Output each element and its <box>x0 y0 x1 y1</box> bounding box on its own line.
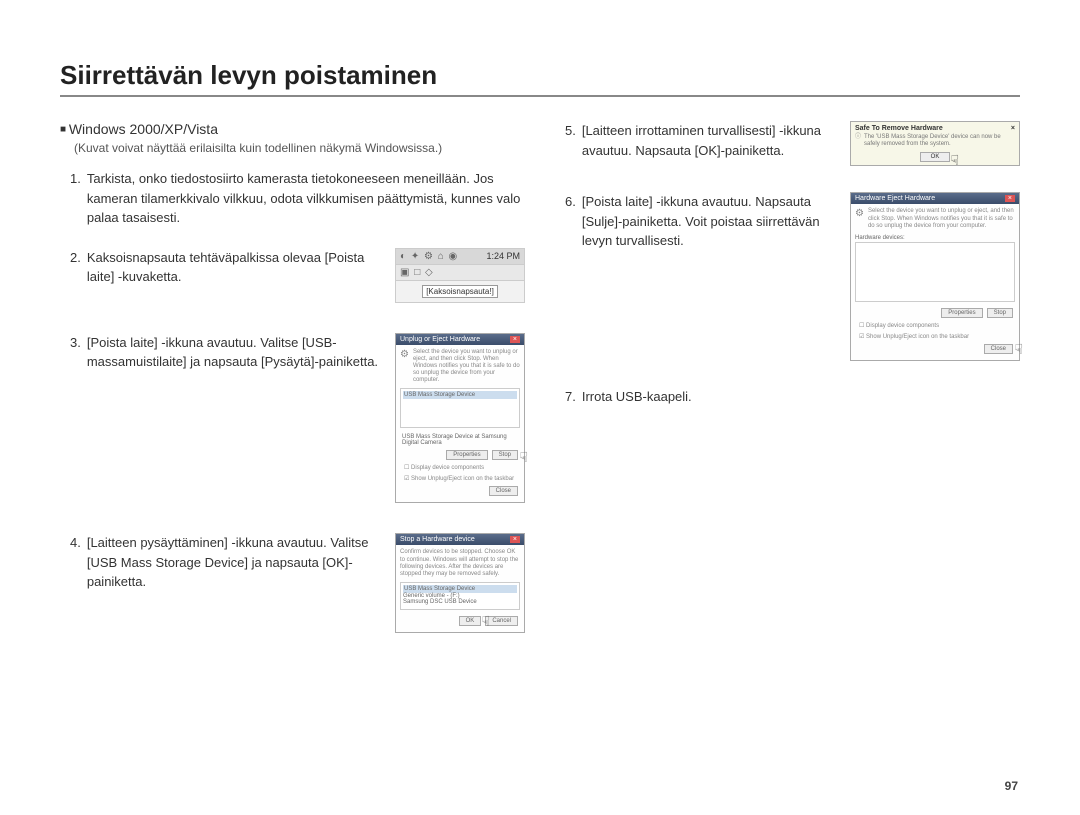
step-3-num: 3. <box>70 333 81 372</box>
step-2-figure: ◐ ✦ ⚙ ⌂ ◉ 1:24 PM ▣ □ ◇ [Kaksoisnapsauta… <box>395 248 525 303</box>
step-3-text: [Poista laite] -ikkuna avautuu. Valitse … <box>87 333 383 372</box>
safe-remove-balloon: Safe To Remove Hardware × ⓘThe 'USB Mass … <box>850 121 1020 166</box>
close-button[interactable]: Close <box>984 344 1013 354</box>
properties-button[interactable]: Properties <box>446 450 487 460</box>
step-1-text: Tarkista, onko tiedostosiirto kamerasta … <box>87 169 525 228</box>
device-list[interactable] <box>855 242 1015 302</box>
balloon-title: Safe To Remove Hardware <box>855 125 943 132</box>
page-number: 97 <box>1005 779 1018 793</box>
step-3: 3. [Poista laite] -ikkuna avautuu. Valit… <box>70 333 383 372</box>
close-icon[interactable]: × <box>1011 125 1015 132</box>
step-5-text: [Laitteen irrottaminen turvallisesti] -i… <box>582 121 838 160</box>
stop-button[interactable]: Stop <box>987 308 1013 318</box>
left-column: Windows 2000/XP/Vista (Kuvat voivat näyt… <box>60 121 525 659</box>
list-item[interactable]: USB Mass Storage Device <box>403 391 517 399</box>
step-7-text: Irrota USB-kaapeli. <box>582 387 1020 407</box>
cursor-icon: ☟ <box>481 613 490 630</box>
ok-button[interactable]: OK <box>920 152 951 162</box>
step-3-figure: Unplug or Eject Hardware × ⚙Select the de… <box>395 333 525 504</box>
stop-dialog: Stop a Hardware device × Confirm devices … <box>395 533 525 633</box>
cancel-button[interactable]: Cancel <box>485 616 518 626</box>
step-5-figure: Safe To Remove Hardware × ⓘThe 'USB Mass … <box>850 121 1020 166</box>
checkbox-1[interactable]: ☐ Display device components <box>400 462 520 473</box>
close-icon[interactable]: × <box>510 336 520 343</box>
content-columns: Windows 2000/XP/Vista (Kuvat voivat näyt… <box>60 121 1020 659</box>
cursor-icon: ☟ <box>1014 341 1023 358</box>
page-title: Siirrettävän levyn poistaminen <box>60 60 1020 97</box>
eject-dialog: Hardware Eject Hardware × ⚙Select the dev… <box>850 192 1020 361</box>
step-5-num: 5. <box>565 121 576 160</box>
system-tray: ◐ ✦ ⚙ ⌂ ◉ 1:24 PM ▣ □ ◇ [Kaksoisnapsauta… <box>395 248 525 303</box>
step-7: 7. Irrota USB-kaapeli. <box>565 387 1020 407</box>
ok-button[interactable]: OK <box>459 616 482 626</box>
device-icon: ⚙ <box>855 208 864 230</box>
dialog-title: Unplug or Eject Hardware <box>400 336 480 343</box>
stop-button[interactable]: Stop <box>492 450 518 460</box>
checkbox-1[interactable]: ☐ Display device components <box>855 320 1015 331</box>
step-1: 1. Tarkista, onko tiedostosiirto kameras… <box>70 169 525 228</box>
device-list[interactable]: USB Mass Storage Device Generic volume -… <box>400 582 520 610</box>
step-4-figure: Stop a Hardware device × Confirm devices … <box>395 533 525 633</box>
device-list[interactable]: USB Mass Storage Device <box>400 388 520 428</box>
right-column: 5. [Laitteen irrottaminen turvallisesti]… <box>555 121 1020 659</box>
dialog-title: Stop a Hardware device <box>400 536 475 543</box>
dialog-title: Hardware Eject Hardware <box>855 195 935 202</box>
step-2: 2. Kaksoisnapsauta tehtäväpalkissa oleva… <box>70 248 383 287</box>
tray-icons: ◐ ✦ ⚙ ⌂ ◉ <box>400 251 458 262</box>
cursor-icon: ☟ <box>950 152 959 169</box>
dialog-message: Confirm devices to be stopped. Choose OK… <box>400 549 520 578</box>
list-label: Hardware devices: <box>855 234 1015 242</box>
note-text: (Kuvat voivat näyttää erilaisilta kuin t… <box>74 141 525 155</box>
device-icon: ⚙ <box>400 349 409 385</box>
unplug-dialog: Unplug or Eject Hardware × ⚙Select the de… <box>395 333 525 504</box>
dialog-message: Select the device you want to unplug or … <box>868 208 1015 230</box>
step-4-text: [Laitteen pysäyttäminen] -ikkuna avautuu… <box>87 533 383 592</box>
os-heading: Windows 2000/XP/Vista <box>60 121 525 137</box>
cursor-icon: ☟ <box>519 449 528 466</box>
tray-icons-2: ▣ □ ◇ <box>400 267 434 278</box>
list-item[interactable]: USB Mass Storage Device <box>403 585 517 593</box>
step-6: 6. [Poista laite] -ikkuna avautuu. Napsa… <box>565 192 838 251</box>
step-5: 5. [Laitteen irrottaminen turvallisesti]… <box>565 121 838 160</box>
device-sub: USB Mass Storage Device at Samsung Digit… <box>400 432 520 448</box>
step-4-num: 4. <box>70 533 81 592</box>
close-icon[interactable]: × <box>510 536 520 543</box>
step-6-text: [Poista laite] -ikkuna avautuu. Napsauta… <box>582 192 838 251</box>
step-2-text: Kaksoisnapsauta tehtäväpalkissa olevaa [… <box>87 248 383 287</box>
close-icon[interactable]: × <box>1005 195 1015 202</box>
step-4: 4. [Laitteen pysäyttäminen] -ikkuna avau… <box>70 533 383 592</box>
step-6-num: 6. <box>565 192 576 251</box>
checkbox-2[interactable]: ☑ Show Unplug/Eject icon on the taskbar <box>400 473 520 484</box>
info-icon: ⓘ <box>855 134 861 148</box>
dblclick-callout: [Kaksoisnapsauta!] <box>422 285 498 298</box>
dialog-message: Select the device you want to unplug or … <box>413 349 520 385</box>
step-2-num: 2. <box>70 248 81 287</box>
balloon-message: The 'USB Mass Storage Device' device can… <box>864 134 1015 148</box>
step-6-figure: Hardware Eject Hardware × ⚙Select the dev… <box>850 192 1020 361</box>
list-item[interactable]: Samsung DSC USB Device <box>403 599 517 605</box>
properties-button[interactable]: Properties <box>941 308 982 318</box>
close-button[interactable]: Close <box>489 486 518 496</box>
step-1-num: 1. <box>70 169 81 228</box>
checkbox-2[interactable]: ☑ Show Unplug/Eject icon on the taskbar <box>855 331 1015 342</box>
step-7-num: 7. <box>565 387 576 407</box>
tray-clock: 1:24 PM <box>486 251 520 261</box>
